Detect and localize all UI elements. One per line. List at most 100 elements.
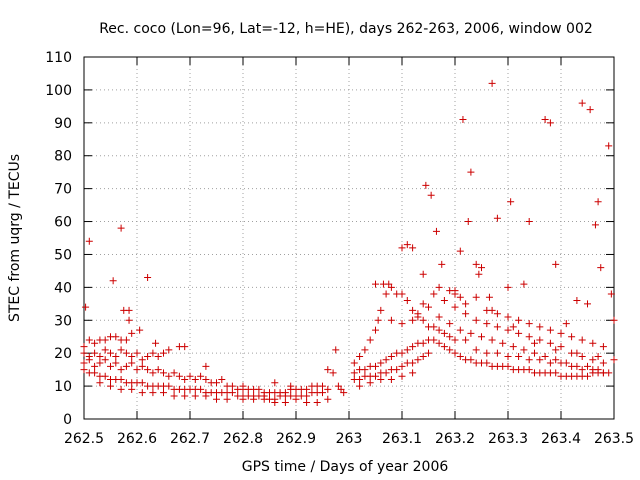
data-point — [372, 326, 379, 334]
data-point — [578, 366, 586, 374]
data-point — [117, 366, 125, 374]
data-point — [599, 359, 607, 367]
data-point — [313, 399, 321, 407]
data-point — [419, 352, 427, 360]
data-point — [483, 349, 491, 357]
data-point — [599, 343, 607, 351]
data-point — [271, 379, 279, 387]
data-point — [160, 369, 167, 377]
data-point — [515, 316, 523, 324]
data-point — [356, 382, 364, 390]
data-point — [303, 392, 311, 400]
data-point — [578, 352, 586, 360]
data-point — [435, 326, 443, 334]
data-point — [504, 352, 512, 360]
data-point — [366, 336, 374, 344]
data-point — [398, 320, 406, 328]
data-point — [361, 346, 369, 354]
data-point — [451, 303, 459, 311]
data-point — [446, 346, 454, 354]
data-point — [82, 303, 90, 311]
data-point — [356, 376, 364, 384]
data-point — [504, 326, 512, 334]
data-point — [149, 369, 157, 377]
data-point — [80, 343, 88, 351]
data-point — [446, 287, 454, 295]
data-point — [584, 300, 591, 308]
data-point — [385, 280, 393, 288]
data-point — [435, 339, 443, 347]
data-point — [213, 395, 220, 403]
data-point — [515, 352, 523, 360]
data-point — [112, 333, 120, 341]
data-point — [435, 313, 443, 321]
data-point — [112, 359, 120, 367]
data-point — [472, 316, 480, 324]
data-point — [382, 290, 390, 298]
data-point — [128, 352, 136, 360]
data-point — [122, 336, 130, 344]
data-point — [128, 329, 136, 337]
data-point — [573, 349, 581, 357]
data-point — [319, 389, 326, 397]
data-point — [165, 382, 173, 390]
data-point — [493, 349, 501, 357]
data-point — [446, 320, 454, 328]
data-point — [85, 237, 93, 245]
data-point — [414, 356, 422, 364]
data-point — [409, 306, 417, 314]
data-point — [160, 349, 167, 357]
data-point — [136, 326, 144, 334]
data-point — [398, 290, 406, 298]
data-point — [589, 339, 597, 347]
data-point — [552, 260, 560, 268]
data-point — [218, 376, 226, 384]
data-point — [440, 297, 448, 305]
data-points — [80, 79, 618, 407]
data-point — [525, 218, 533, 226]
data-point — [85, 356, 93, 364]
data-point — [464, 218, 472, 226]
data-point — [117, 346, 125, 354]
data-point — [138, 379, 146, 387]
data-point — [122, 362, 130, 370]
data-point — [435, 283, 443, 291]
data-point — [432, 227, 440, 235]
data-point — [382, 369, 390, 377]
data-point — [419, 316, 427, 324]
data-point — [255, 385, 263, 393]
data-point — [475, 270, 483, 278]
data-point — [584, 362, 591, 370]
y-tick-label: 110 — [45, 50, 72, 66]
data-point — [456, 293, 464, 301]
data-point — [387, 352, 395, 360]
data-point — [96, 359, 104, 367]
data-point — [568, 333, 576, 341]
data-point — [160, 389, 167, 397]
data-point — [281, 399, 289, 407]
y-axis-label: STEC from uqrg / TECUs — [7, 154, 23, 322]
data-point — [117, 224, 125, 232]
data-point — [186, 372, 194, 380]
data-point — [377, 306, 385, 314]
data-point — [138, 356, 146, 364]
data-point — [568, 362, 576, 370]
data-point — [478, 333, 485, 341]
data-point — [504, 283, 512, 291]
data-point — [366, 379, 374, 387]
data-point — [504, 313, 512, 321]
data-point — [350, 369, 358, 377]
data-point — [425, 349, 432, 357]
data-point — [610, 316, 618, 324]
data-point — [531, 349, 538, 357]
x-tick-label: 263 — [336, 431, 363, 447]
data-point — [91, 349, 99, 357]
data-point — [589, 356, 597, 364]
data-point — [488, 306, 496, 314]
data-point — [414, 310, 422, 318]
data-point — [228, 382, 236, 390]
data-point — [467, 329, 475, 337]
data-point — [80, 366, 88, 374]
data-point — [591, 221, 599, 229]
